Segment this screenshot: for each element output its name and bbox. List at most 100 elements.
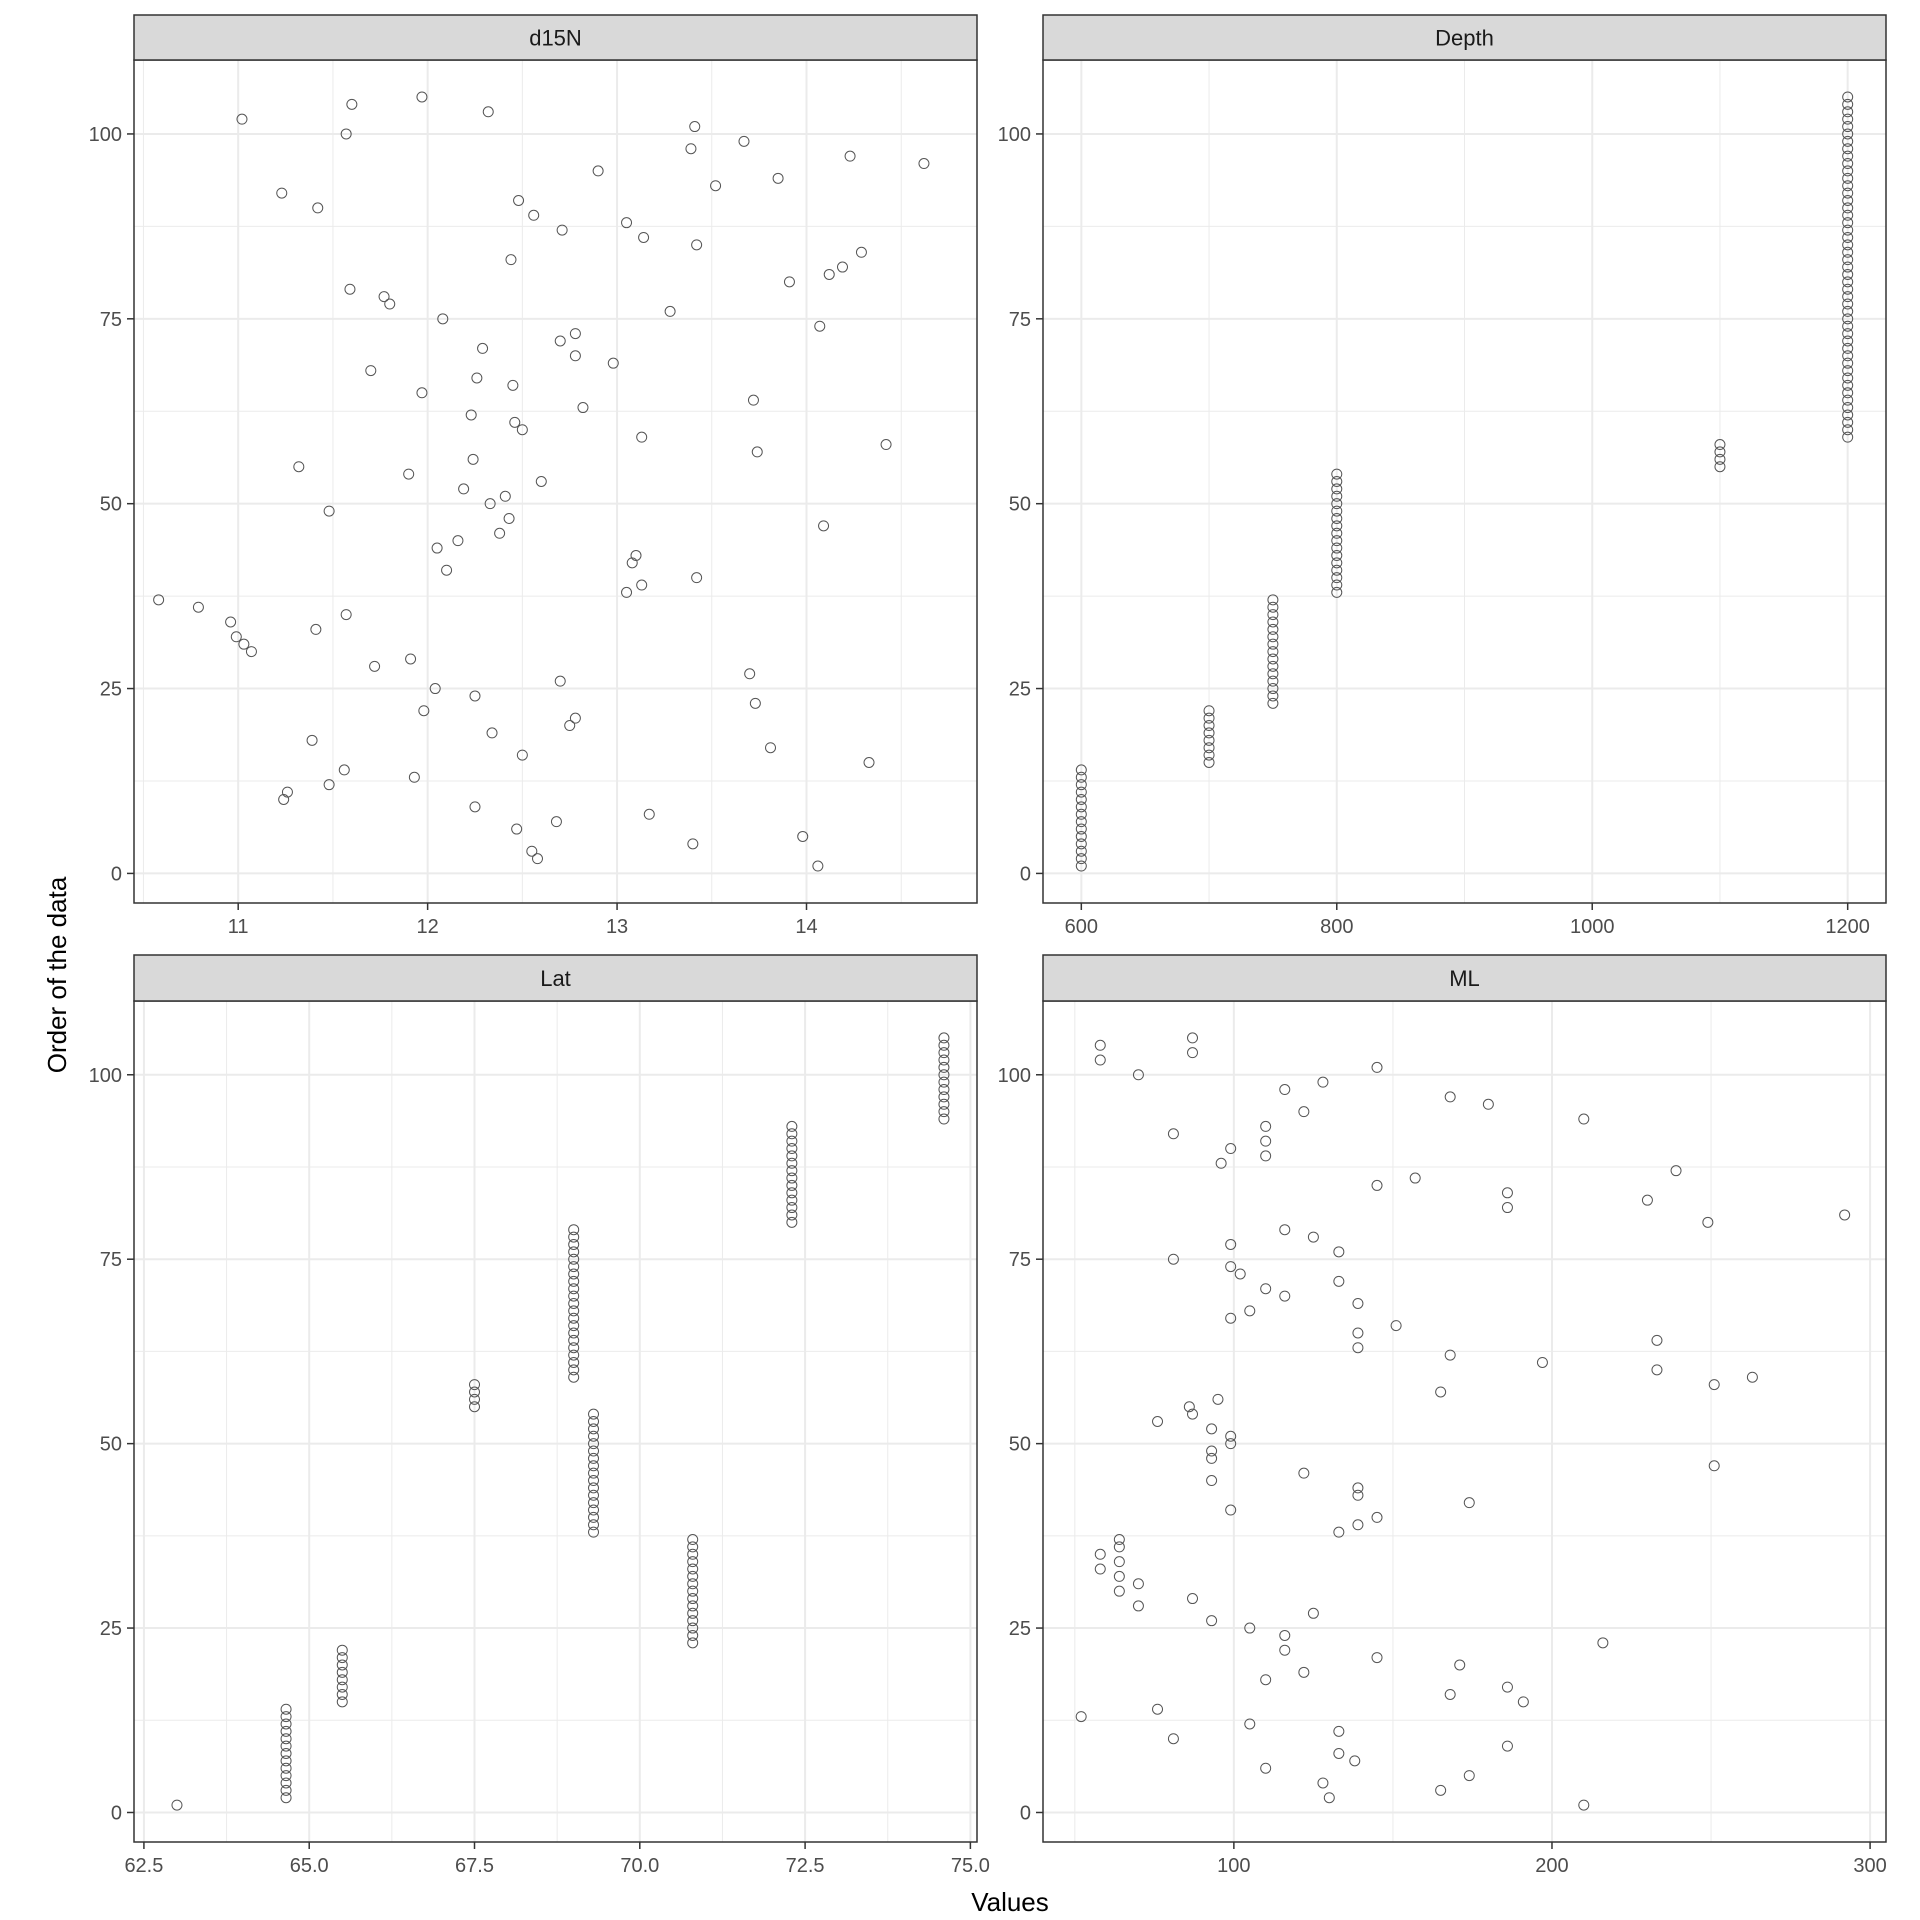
data-point	[1203, 757, 1215, 768]
y-tick-label: 75	[1009, 1249, 1031, 1271]
data-point	[1331, 512, 1343, 524]
data-point	[1842, 98, 1854, 110]
data-point	[280, 1755, 292, 1767]
y-tick-label: 25	[100, 679, 122, 701]
data-point	[1842, 202, 1854, 214]
data-point	[818, 520, 830, 532]
data-point	[687, 1556, 699, 1568]
data-point	[1371, 1179, 1383, 1191]
data-point	[469, 690, 481, 702]
data-point	[1702, 1216, 1714, 1228]
data-point	[554, 675, 566, 687]
data-point	[1075, 860, 1087, 872]
data-point	[1244, 1305, 1256, 1317]
data-point	[1708, 1379, 1720, 1391]
data-point	[786, 1209, 798, 1221]
y-tick-label: 0	[1020, 1802, 1031, 1824]
data-point	[568, 1268, 580, 1280]
data-point	[1349, 1755, 1361, 1767]
data-point	[1152, 1703, 1164, 1715]
data-point	[1267, 616, 1279, 628]
data-point	[588, 1430, 600, 1442]
y-tick-label: 0	[1020, 863, 1031, 885]
data-point	[1517, 1696, 1529, 1708]
data-point	[1842, 291, 1854, 303]
data-point	[1501, 1740, 1513, 1752]
data-point	[384, 298, 396, 310]
data-point	[1244, 1622, 1256, 1634]
data-point	[691, 239, 703, 251]
data-point	[1331, 468, 1343, 480]
data-point	[568, 1224, 580, 1236]
data-point	[1152, 1416, 1164, 1427]
data-point	[280, 1770, 292, 1782]
data-point	[416, 387, 428, 399]
data-point	[1842, 209, 1854, 221]
data-point	[765, 742, 777, 754]
data-point	[1203, 749, 1215, 761]
data-point	[1225, 1430, 1237, 1442]
data-point	[1132, 1600, 1144, 1612]
data-point	[588, 1482, 600, 1494]
data-point	[812, 860, 824, 872]
data-point	[245, 646, 257, 658]
data-point	[938, 1069, 950, 1081]
data-point	[1298, 1106, 1310, 1118]
data-point	[280, 1784, 292, 1796]
y-tick-label: 50	[100, 494, 122, 516]
data-point	[1267, 601, 1279, 613]
data-point	[338, 764, 350, 776]
y-tick-label: 0	[111, 863, 122, 885]
panel-background	[134, 60, 977, 903]
data-point	[281, 786, 293, 798]
data-point	[1842, 409, 1854, 421]
data-point	[1267, 697, 1279, 709]
data-point	[786, 1128, 798, 1140]
y-tick-label: 75	[100, 309, 122, 331]
data-point	[1279, 1084, 1291, 1096]
data-point	[689, 121, 701, 133]
data-point	[280, 1703, 292, 1715]
data-point	[568, 1342, 580, 1354]
data-point	[1331, 557, 1343, 569]
y-tick-label: 25	[100, 1618, 122, 1640]
data-point	[1444, 1091, 1456, 1103]
data-point	[1187, 1408, 1199, 1420]
data-point	[687, 1534, 699, 1546]
data-point	[1260, 1135, 1272, 1147]
data-point	[1260, 1674, 1272, 1686]
data-point	[568, 1261, 580, 1273]
data-point	[416, 91, 428, 103]
x-tick-label: 1200	[1825, 916, 1870, 938]
data-point	[336, 1666, 348, 1678]
data-point	[336, 1644, 348, 1656]
data-point	[588, 1423, 600, 1435]
x-tick-label: 200	[1535, 1855, 1568, 1877]
data-point	[1260, 1762, 1272, 1774]
data-point	[437, 313, 449, 325]
data-point	[429, 683, 441, 695]
data-point	[836, 261, 848, 273]
data-point	[687, 1578, 699, 1590]
facet-strip-label: Lat	[540, 966, 571, 991]
data-point	[1267, 660, 1279, 672]
data-point	[1307, 1607, 1319, 1619]
data-point	[1842, 424, 1854, 436]
data-point	[1842, 172, 1854, 184]
data-point	[568, 1312, 580, 1324]
data-point	[1352, 1519, 1364, 1531]
data-point	[280, 1792, 292, 1804]
x-tick-label: 100	[1217, 1855, 1250, 1877]
data-point	[1842, 335, 1854, 347]
data-point	[1113, 1585, 1125, 1597]
data-point	[938, 1061, 950, 1073]
data-point	[1842, 254, 1854, 266]
data-point	[1444, 1349, 1456, 1361]
data-point	[568, 1238, 580, 1250]
x-tick-label: 65.0	[290, 1855, 329, 1877]
data-point	[1463, 1770, 1475, 1782]
x-tick-label: 13	[606, 916, 628, 938]
data-point	[1536, 1356, 1548, 1368]
data-point	[568, 1290, 580, 1302]
